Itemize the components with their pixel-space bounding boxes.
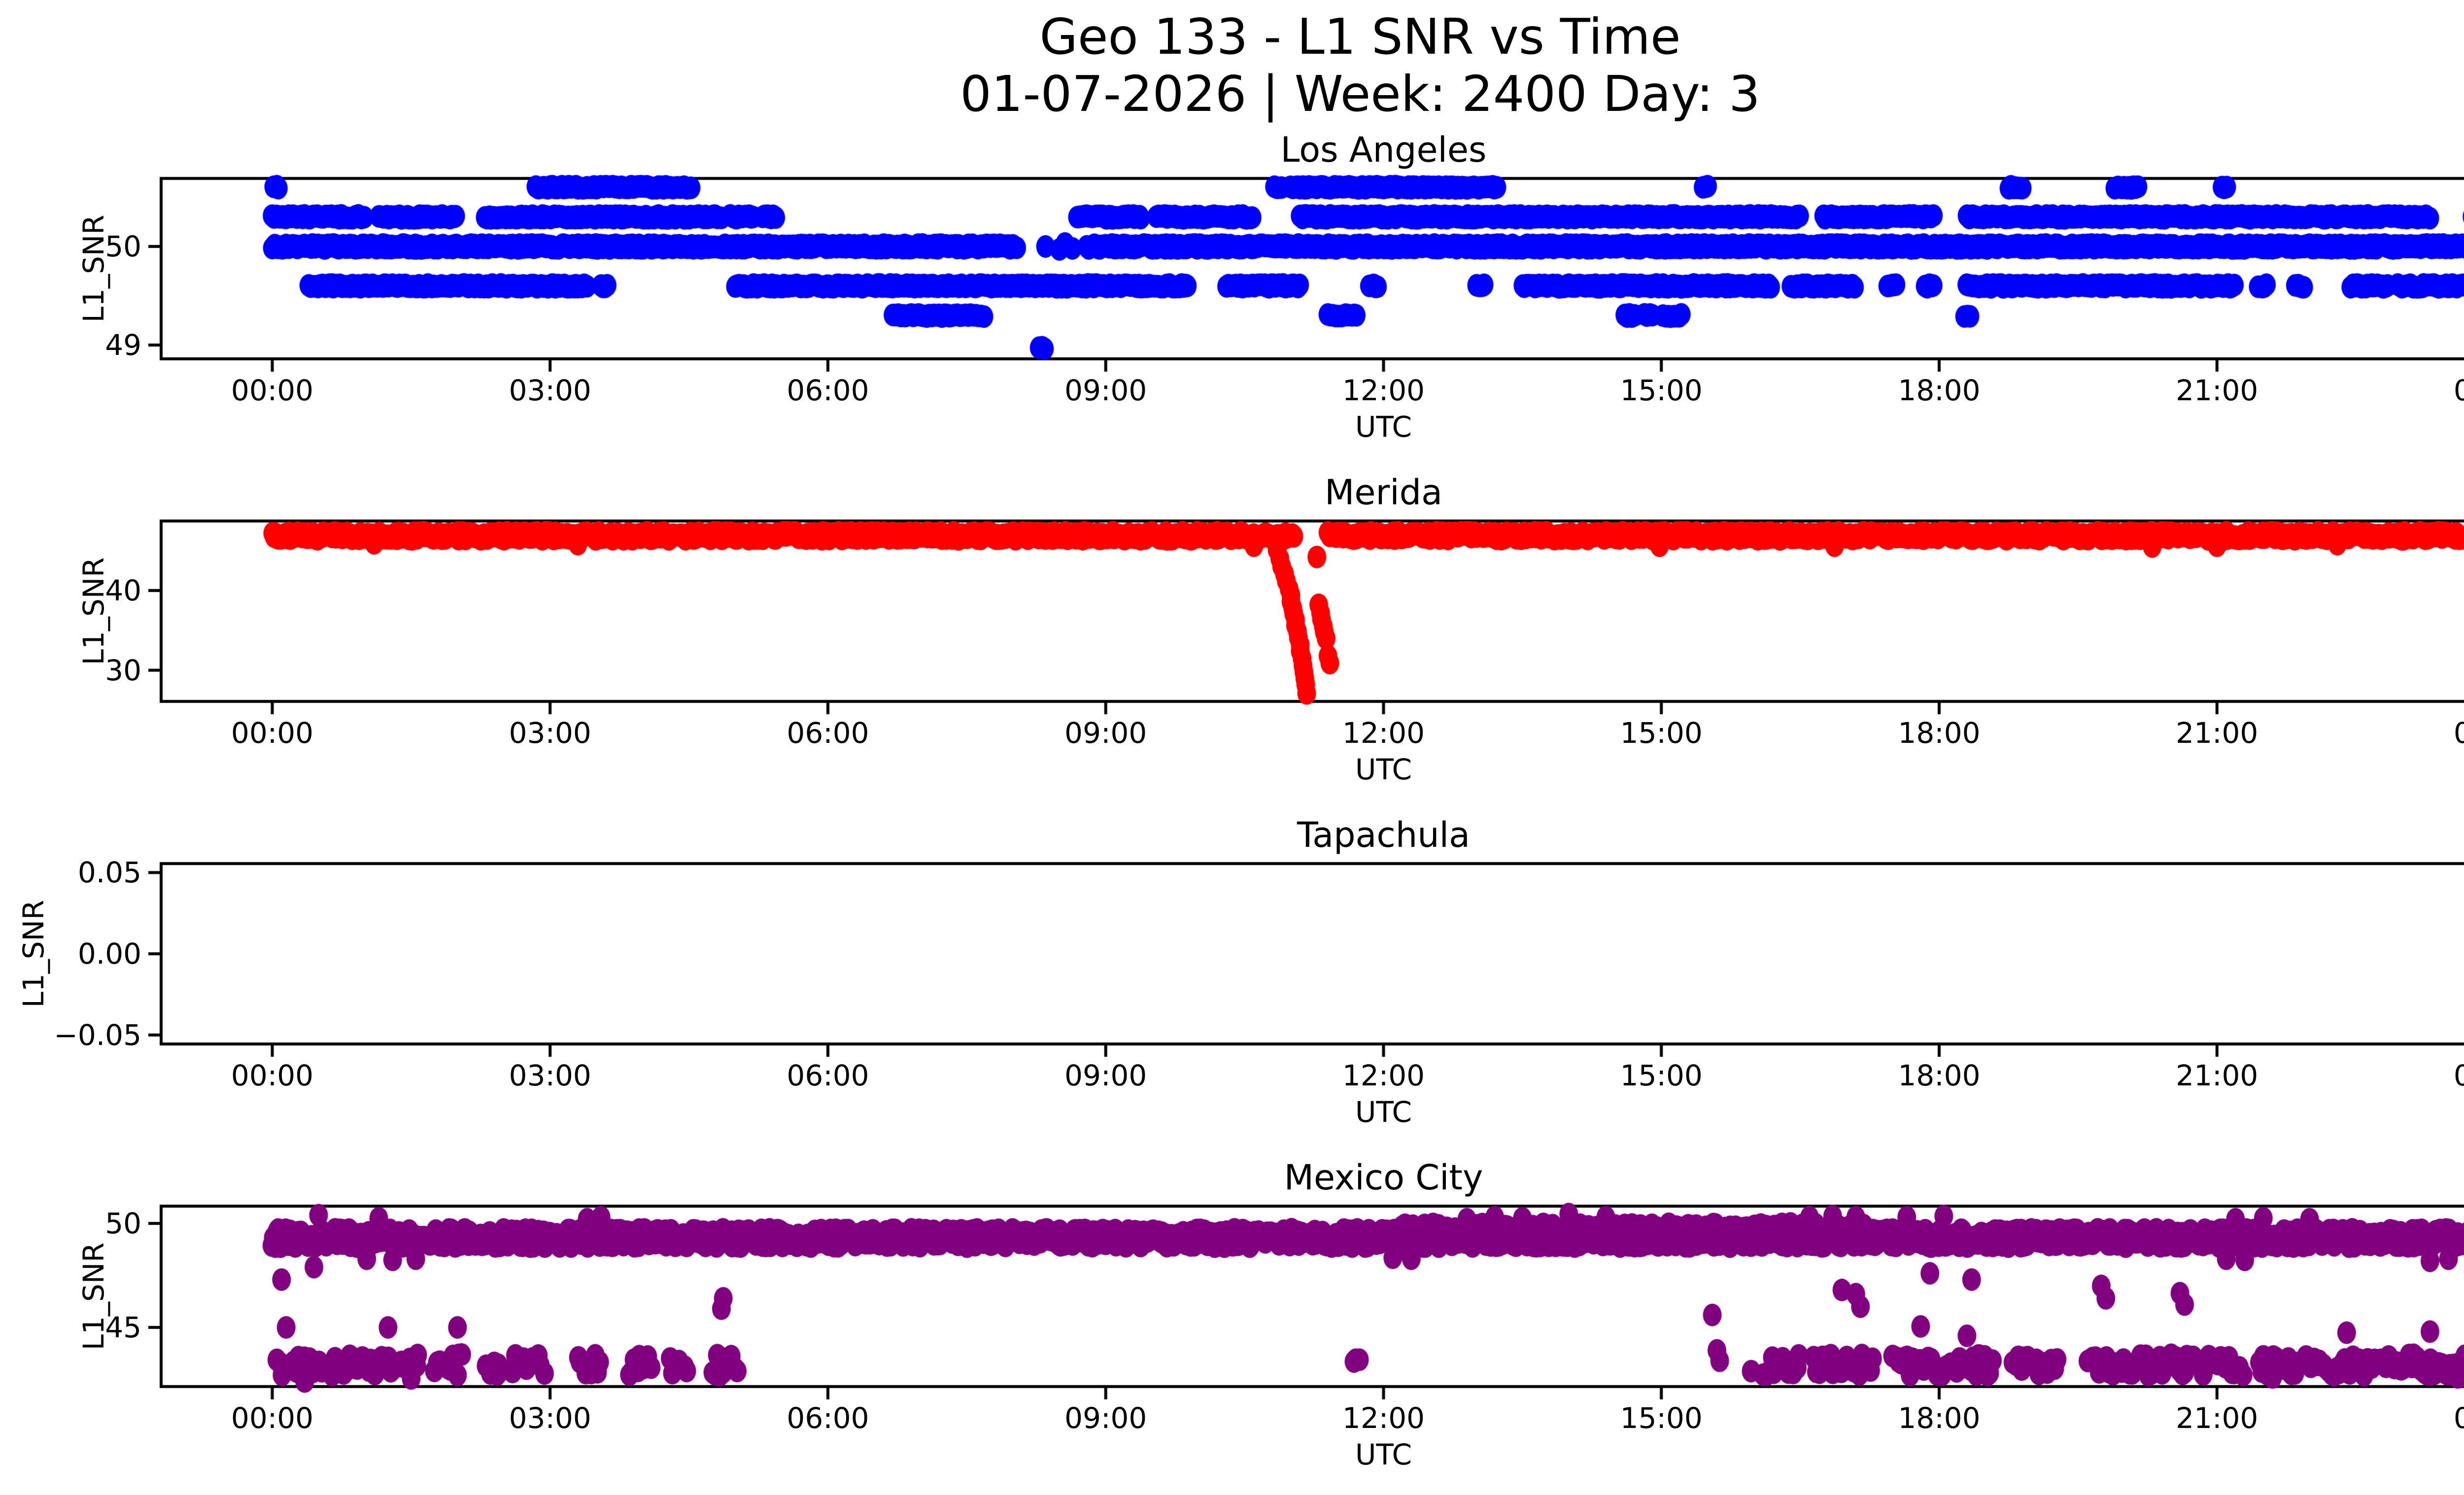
y-axis-label: L1_SNR	[77, 214, 110, 323]
figure-title-line1: Geo 133 - L1 SNR vs Time	[1039, 8, 1681, 66]
x-tick-label: 09:00	[1064, 1401, 1147, 1435]
x-tick-label: 12:00	[1342, 1059, 1425, 1092]
y-tick-label: 40	[105, 573, 141, 607]
x-tick-label: 06:00	[787, 374, 869, 407]
x-tick-label: 21:00	[2176, 1059, 2259, 1092]
x-tick-label: 18:00	[1898, 374, 1981, 407]
x-tick-label: 09:00	[1064, 716, 1147, 750]
y-tick-label: 45	[105, 1311, 141, 1345]
x-tick-label: 00:00	[231, 374, 314, 407]
x-tick-label: 00:00	[2453, 1401, 2464, 1435]
x-tick-label: 09:00	[1064, 1059, 1147, 1092]
subplot-title: Los Angeles	[1280, 130, 1487, 170]
x-tick-label: 15:00	[1620, 1401, 1703, 1435]
x-tick-label: 06:00	[787, 1059, 869, 1092]
subplot-title: Merida	[1324, 472, 1443, 513]
y-tick-label: 30	[105, 653, 141, 687]
x-tick-label: 18:00	[1898, 1401, 1981, 1435]
x-tick-label: 06:00	[787, 716, 869, 750]
x-tick-label: 00:00	[2453, 374, 2464, 407]
x-axis-label: UTC	[1355, 1438, 1412, 1471]
x-tick-label: 15:00	[1620, 1059, 1703, 1092]
x-tick-label: 09:00	[1064, 374, 1147, 407]
x-tick-label: 03:00	[509, 1401, 591, 1435]
y-axis-label: L1_SNR	[17, 900, 50, 1008]
x-tick-label: 03:00	[509, 1059, 591, 1092]
x-tick-label: 00:00	[231, 1401, 314, 1435]
x-tick-label: 21:00	[2176, 716, 2259, 750]
y-tick-label: 50	[105, 230, 141, 263]
subplot-title: Mexico City	[1284, 1157, 1483, 1198]
x-tick-label: 15:00	[1620, 716, 1703, 750]
x-tick-label: 21:00	[2176, 374, 2259, 407]
x-tick-label: 03:00	[509, 374, 591, 407]
y-axis-label: L1_SNR	[77, 557, 110, 665]
x-tick-label: 18:00	[1898, 1059, 1981, 1092]
x-tick-label: 15:00	[1620, 374, 1703, 407]
figure-title: Geo 133 - L1 SNR vs Time 01-07-2026 | We…	[960, 8, 1760, 123]
y-tick-label: 50	[105, 1207, 141, 1241]
x-tick-label: 06:00	[787, 1401, 869, 1435]
x-tick-label: 18:00	[1898, 716, 1981, 750]
y-tick-label: 0.05	[77, 856, 141, 890]
x-tick-label: 00:00	[231, 716, 314, 750]
y-tick-label: −0.05	[54, 1018, 141, 1052]
x-tick-label: 00:00	[2453, 1059, 2464, 1092]
subplot-title: Tapachula	[1297, 815, 1470, 855]
x-tick-label: 00:00	[231, 1059, 314, 1092]
x-tick-label: 12:00	[1342, 716, 1425, 750]
x-axis-label: UTC	[1355, 410, 1412, 444]
x-axis-label: UTC	[1355, 1095, 1412, 1129]
y-tick-label: 0.00	[77, 937, 141, 971]
y-axis-label: L1_SNR	[77, 1242, 110, 1351]
x-tick-label: 21:00	[2176, 1401, 2259, 1435]
x-tick-label: 12:00	[1342, 1401, 1425, 1435]
x-tick-label: 03:00	[509, 716, 591, 750]
y-tick-label: 49	[105, 328, 141, 362]
x-axis-label: UTC	[1355, 753, 1412, 786]
x-tick-label: 00:00	[2453, 716, 2464, 750]
x-tick-label: 12:00	[1342, 374, 1425, 407]
figure-title-line2: 01-07-2026 | Week: 2400 Day: 3	[960, 65, 1760, 123]
